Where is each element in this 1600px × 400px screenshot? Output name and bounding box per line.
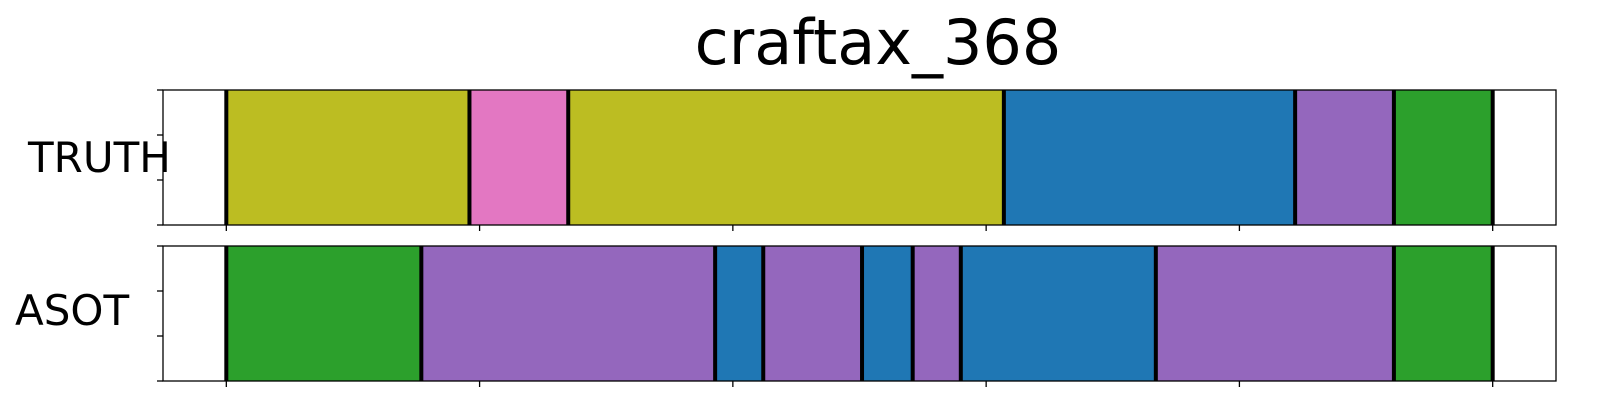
segment-pink (469, 90, 569, 225)
row-label: ASOT (15, 286, 129, 335)
segment-purple (1295, 90, 1394, 225)
segment-green (226, 246, 422, 381)
segment-blue (715, 246, 764, 381)
segment-purple (1155, 246, 1394, 381)
segment-blue (862, 246, 913, 381)
row-asot: ASOT (15, 245, 1557, 387)
segment-blue (1003, 90, 1296, 225)
segment-olive (568, 90, 1004, 225)
segment-olive (226, 90, 470, 225)
segment-purple (421, 246, 716, 381)
chart-title: craftax_368 (695, 6, 1062, 79)
segment-purple (912, 246, 961, 381)
row-truth: TRUTH (27, 89, 1557, 231)
axes-frame (162, 89, 1557, 226)
segment-green (1393, 246, 1493, 381)
segment-purple (763, 246, 863, 381)
rows-layer: TRUTH ASOT (15, 89, 1557, 387)
axes-frame (162, 245, 1557, 382)
segment-green (1393, 90, 1493, 225)
row-label: TRUTH (27, 133, 171, 182)
segment-blue (960, 246, 1156, 381)
